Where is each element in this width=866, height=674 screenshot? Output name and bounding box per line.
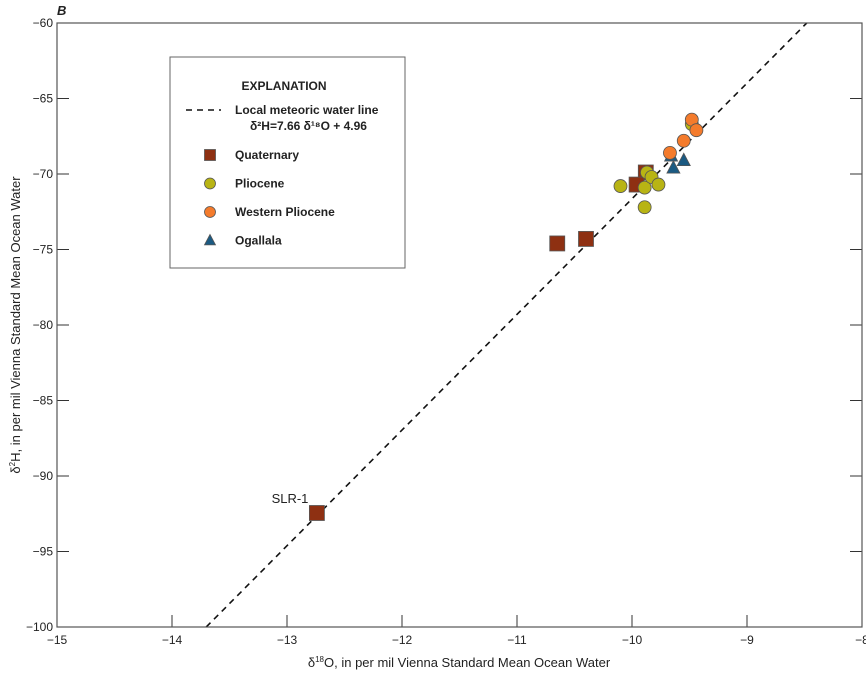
y-tick-label: −100 xyxy=(26,620,53,634)
data-point-ogallala xyxy=(666,159,681,174)
y-tick-label: −70 xyxy=(33,167,54,181)
legend-swatch-ogallala xyxy=(203,233,217,246)
x-tick-label: −11 xyxy=(507,633,527,647)
y-tick-label: −90 xyxy=(33,469,54,483)
x-axis-label: δ18O, in per mil Vienna Standard Mean Oc… xyxy=(308,655,611,670)
x-tick-label: −10 xyxy=(622,633,643,647)
data-point-western-pliocene xyxy=(676,133,691,148)
legend-label-western-pliocene: Western Pliocene xyxy=(235,205,335,219)
legend-swatch-quaternary xyxy=(204,149,216,161)
y-tick-label: −95 xyxy=(33,545,54,559)
plot-frame xyxy=(56,22,863,628)
data-point-quaternary xyxy=(578,231,594,247)
meteoric-water-line xyxy=(205,22,808,628)
data-point-ogallala xyxy=(676,152,691,167)
y-tick-label: −75 xyxy=(33,243,54,257)
x-tick-label: −9 xyxy=(740,633,754,647)
y-axis-label: δ2H, in per mil Vienna Standard Mean Oce… xyxy=(8,176,23,474)
legend: EXPLANATION Local meteoric water line δ²… xyxy=(169,56,406,269)
legend-label-quaternary: Quaternary xyxy=(235,148,299,162)
x-tick-label: −14 xyxy=(162,633,183,647)
legend-swatch-western-pliocene xyxy=(204,206,216,218)
y-tick-label: −65 xyxy=(33,92,54,106)
data-point-pliocene xyxy=(637,180,652,195)
legend-box xyxy=(169,56,406,269)
x-tick-label: −8 xyxy=(855,633,866,647)
data-point-western-pliocene xyxy=(689,123,704,138)
y-tick-label: −60 xyxy=(33,16,54,30)
legend-swatch-pliocene xyxy=(204,177,216,190)
data-point-quaternary xyxy=(549,235,566,252)
legend-equation: δ²H=7.66 δ¹⁸O + 4.96 xyxy=(250,119,367,133)
legend-line-label: Local meteoric water line xyxy=(235,103,379,117)
annotation-slr-1: SLR-1 xyxy=(272,491,309,506)
data-point-western-pliocene xyxy=(663,145,677,160)
legend-title: EXPLANATION xyxy=(241,79,326,93)
data-point-quaternary xyxy=(308,505,325,521)
data-point-pliocene xyxy=(613,179,628,193)
data-point-pliocene xyxy=(651,177,666,192)
y-tick-label: −85 xyxy=(33,394,54,408)
y-tick-label: −80 xyxy=(33,318,54,332)
x-tick-label: −12 xyxy=(392,633,413,647)
legend-label-pliocene: Pliocene xyxy=(235,177,285,191)
panel-label: B xyxy=(57,3,66,18)
x-tick-label: −15 xyxy=(47,633,68,647)
data-point-pliocene xyxy=(637,200,652,215)
x-tick-label: −13 xyxy=(277,633,298,647)
legend-label-ogallala: Ogallala xyxy=(235,234,282,248)
